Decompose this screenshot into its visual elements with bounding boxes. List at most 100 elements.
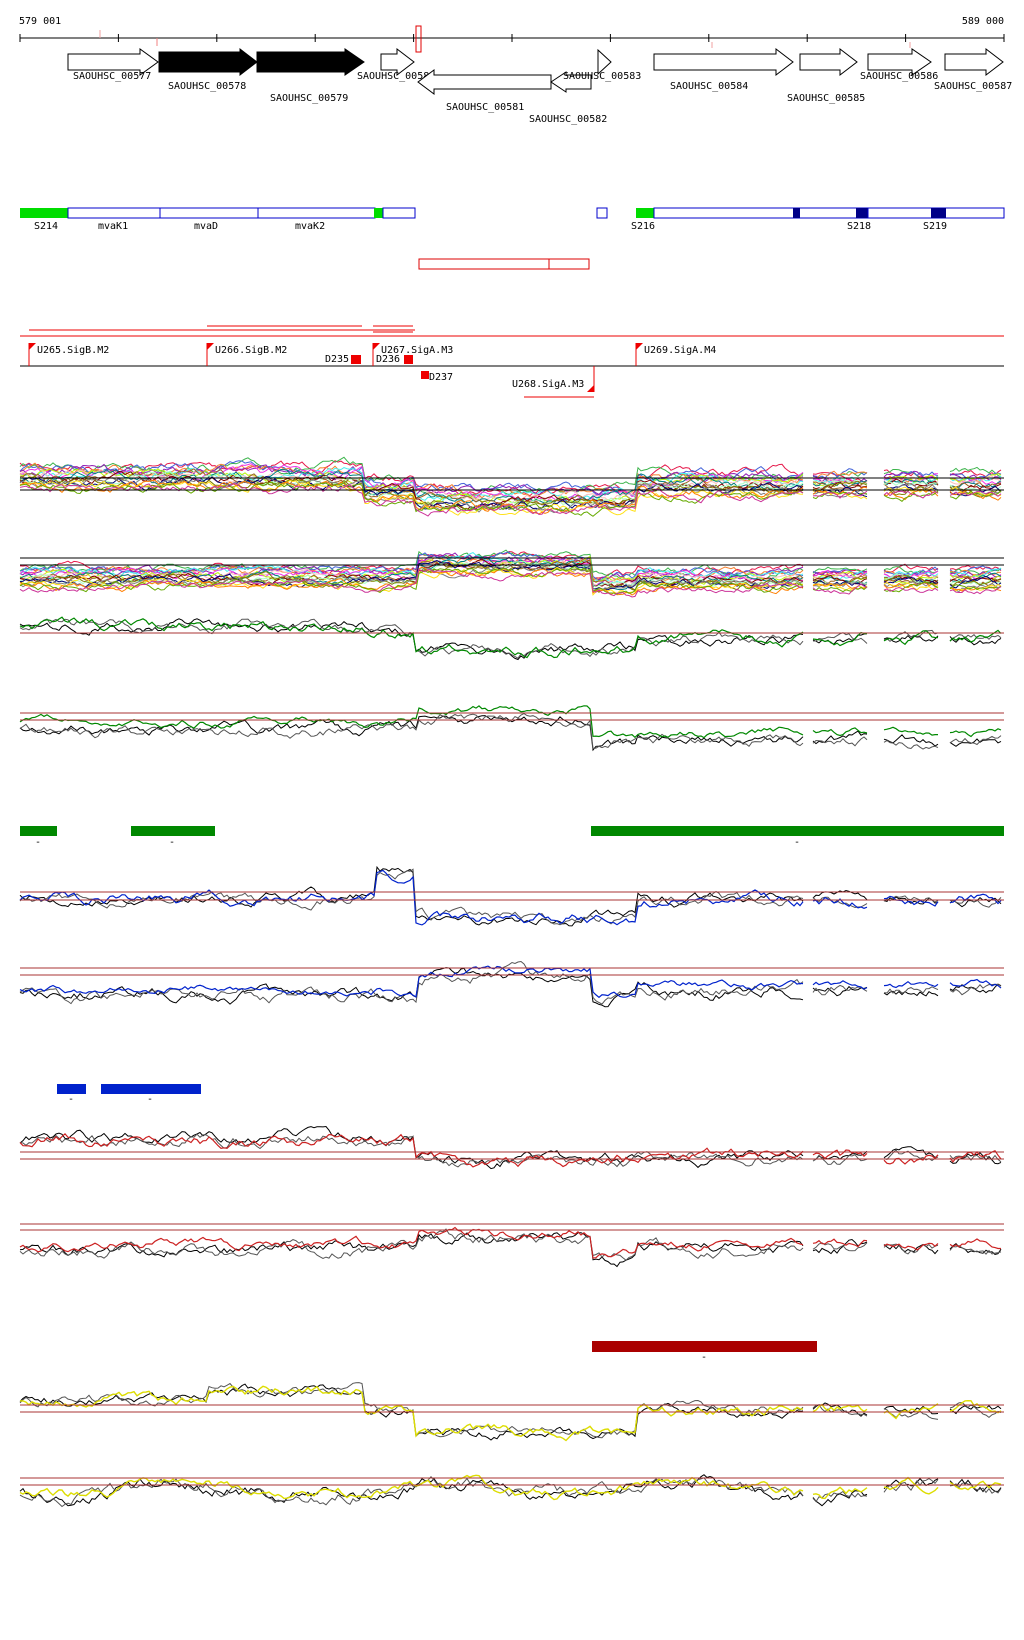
gene-arrow[interactable] <box>380 47 415 77</box>
terminator-D235[interactable]: D235 <box>325 354 361 365</box>
operon-segment-S214[interactable] <box>20 208 68 218</box>
expression-profiles <box>19 456 1004 1508</box>
operon-segment[interactable] <box>596 207 608 219</box>
expression-line <box>19 483 1002 517</box>
gene-SAOUHSC_00585[interactable]: SAOUHSC_00585 <box>787 47 865 104</box>
condition-bar-mark: - <box>147 1094 153 1105</box>
expression-line <box>19 559 1002 591</box>
terminator-label: D237 <box>429 372 453 383</box>
expression-line <box>19 481 1002 517</box>
expression-line <box>19 475 1002 511</box>
terminator-box[interactable] <box>404 355 413 364</box>
operon-label: S219 <box>923 221 947 232</box>
operon-segment[interactable] <box>374 208 383 218</box>
terminator-D236[interactable]: D236 <box>376 354 413 365</box>
operon-label: S218 <box>847 221 871 232</box>
current-position-marker[interactable] <box>415 25 422 53</box>
condition-bars: - - - - - - <box>20 826 1004 1363</box>
expression-line <box>19 566 1002 596</box>
condition-bar-mark: - <box>169 837 175 848</box>
gene-arrow[interactable] <box>158 47 258 77</box>
expression-line <box>19 463 1002 502</box>
expression-line <box>19 1232 1002 1268</box>
expression-line <box>19 618 1002 659</box>
gene-label: SAOUHSC_00580 <box>357 71 435 82</box>
expression-line <box>19 705 1002 739</box>
operon-segment[interactable] <box>856 208 868 218</box>
gene-SAOUHSC_00581[interactable]: SAOUHSC_00581 <box>417 69 552 113</box>
gene-arrow[interactable] <box>944 47 1004 77</box>
promoter-flag[interactable] <box>587 385 594 392</box>
promoter-flag[interactable] <box>207 343 214 350</box>
condition-bar-blue[interactable] <box>101 1084 201 1094</box>
terminator-box[interactable] <box>421 371 429 379</box>
expression-line <box>19 555 1002 587</box>
promoter-flag[interactable] <box>636 343 643 350</box>
gene-SAOUHSC_00586[interactable]: SAOUHSC_00586 <box>860 48 938 82</box>
condition-bar-mark: - <box>35 837 41 848</box>
gene-arrow[interactable] <box>67 48 159 76</box>
gene-arrow[interactable] <box>417 69 552 95</box>
gene-SAOUHSC_00579[interactable]: SAOUHSC_00579 <box>256 48 365 104</box>
operon-segment-mvaD[interactable] <box>159 207 259 219</box>
expression-line <box>19 1474 1002 1501</box>
promoter-label: U267.SigA.M3 <box>381 345 453 356</box>
expression-line <box>19 869 1002 926</box>
ruler-start-label: 579 001 <box>19 16 61 27</box>
expression-line <box>19 715 1002 752</box>
gene-SAOUHSC_00583[interactable]: SAOUHSC_00583 <box>563 48 641 82</box>
condition-bar-green[interactable] <box>131 826 215 836</box>
terminator-label: D235 <box>325 354 349 365</box>
gene-label: SAOUHSC_00586 <box>860 71 938 82</box>
expression-line <box>19 1133 1002 1168</box>
gene-label: SAOUHSC_00584 <box>670 81 748 92</box>
promoter-flag[interactable] <box>29 343 36 350</box>
terminator-box[interactable] <box>351 355 361 364</box>
operon-segment-mvaK1[interactable] <box>67 207 161 219</box>
condition-bar-darkred[interactable] <box>592 1341 817 1352</box>
gene-arrow[interactable] <box>867 48 932 76</box>
operon-segment[interactable] <box>653 207 1005 219</box>
operon-track: S214 mvaK1 mvaD mvaK2 S216 S218 S219 <box>20 207 1005 270</box>
promoter-U267[interactable]: U267.SigA.M3 <box>372 343 453 366</box>
operon-segment[interactable] <box>382 207 416 219</box>
gene-arrow[interactable] <box>799 47 858 77</box>
operon-segment-S218[interactable] <box>793 208 800 218</box>
condition-bar-green[interactable] <box>20 826 57 836</box>
condition-bar-green[interactable] <box>591 826 1004 836</box>
condition-bar-mark: - <box>701 1352 707 1363</box>
promoter-U266[interactable]: U266.SigB.M2 <box>206 343 287 366</box>
gene-arrow[interactable] <box>653 47 794 77</box>
promoter-flag[interactable] <box>373 343 380 350</box>
gene-label: SAOUHSC_00581 <box>446 102 524 113</box>
gene-SAOUHSC_00582[interactable]: SAOUHSC_00582 <box>529 71 607 125</box>
operon-label: mvaK2 <box>295 221 325 232</box>
promoter-label: U266.SigB.M2 <box>215 345 287 356</box>
expression-line <box>19 1226 1001 1259</box>
gene-SAOUHSC_00577[interactable]: SAOUHSC_00577 <box>67 48 159 82</box>
gene-SAOUHSC_00580[interactable]: SAOUHSC_00580 <box>357 47 435 82</box>
operon-segment-mvaK2[interactable] <box>257 207 376 219</box>
gene-arrow[interactable] <box>256 48 365 76</box>
promoter-U265[interactable]: U265.SigB.M2 <box>28 343 109 366</box>
operon-segment-S219[interactable] <box>931 208 946 218</box>
expression-line <box>19 960 1002 1005</box>
operon-segment-S216[interactable] <box>636 208 654 218</box>
gene-SAOUHSC_00578[interactable]: SAOUHSC_00578 <box>158 47 258 92</box>
expression-line <box>19 1133 1002 1168</box>
gene-arrow[interactable] <box>550 71 592 93</box>
condition-bar-mark: - <box>794 837 800 848</box>
promoter-U269[interactable]: U269.SigA.M4 <box>635 343 716 366</box>
promoter-U268[interactable]: U268.SigA.M3 <box>512 366 595 392</box>
terminator-D237[interactable]: D237 <box>421 371 453 383</box>
condition-bar-blue[interactable] <box>57 1084 86 1094</box>
gene-arrow[interactable] <box>597 48 612 76</box>
expression-line <box>19 552 1002 584</box>
gene-SAOUHSC_00584[interactable]: SAOUHSC_00584 <box>653 47 794 92</box>
expression-line <box>19 868 1002 926</box>
expression-line <box>19 1475 1002 1508</box>
antisense-segment[interactable] <box>548 258 590 270</box>
antisense-segment[interactable] <box>418 258 550 270</box>
gene-SAOUHSC_00587[interactable]: SAOUHSC_00587 <box>934 47 1012 92</box>
expression-line <box>19 566 1002 596</box>
